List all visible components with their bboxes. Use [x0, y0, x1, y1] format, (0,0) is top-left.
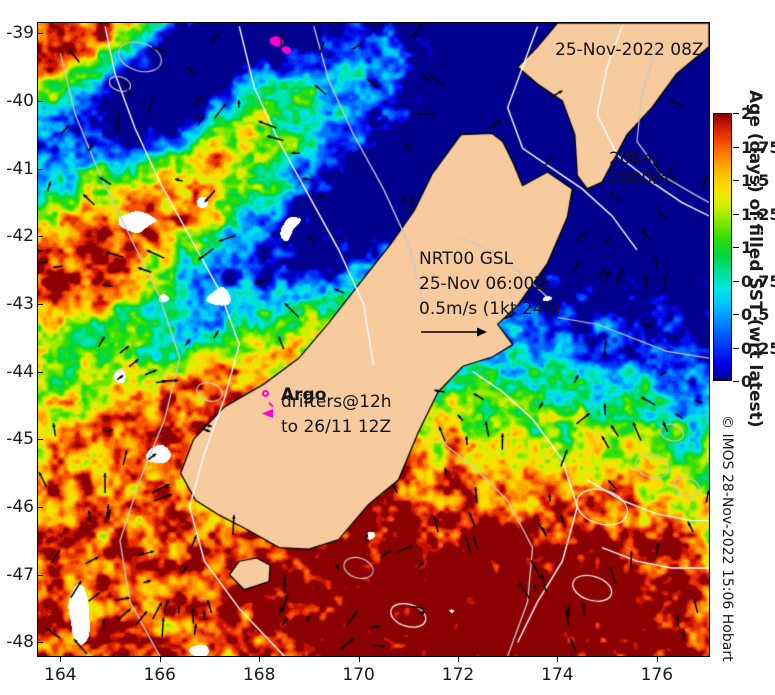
x-tick-label: 176	[640, 665, 674, 685]
contour-label-200m: 200m	[609, 149, 659, 169]
y-tick-mark	[37, 33, 43, 35]
colorbar-tick-label: 0.5	[741, 305, 770, 324]
x-tick-mark	[656, 656, 658, 662]
map-plot-area[interactable]	[37, 22, 710, 657]
x-tick-mark	[259, 656, 261, 662]
colorbar-tick-mark	[733, 146, 739, 148]
colorbar-tick-label: 0	[741, 372, 753, 391]
colorbar-tick-label: 2	[741, 104, 753, 123]
current-info-block: NRT00 GSL 25-Nov 06:00Z 0.5m/s (1kt 24h)	[419, 247, 561, 340]
colorbar-tick-label: 1	[741, 238, 753, 257]
y-tick-label: -42	[6, 226, 34, 247]
current-product-label: NRT00 GSL	[419, 249, 514, 269]
colorbar-tick-label: 0.25	[741, 338, 775, 358]
sst-age-raster	[38, 23, 709, 656]
x-tick-label: 164	[44, 665, 77, 685]
argo-marker-icon	[262, 390, 269, 397]
y-tick-label: -41	[6, 158, 34, 179]
colorbar-gradient	[713, 113, 732, 381]
current-time-label: 25-Nov 06:00Z	[419, 274, 546, 294]
y-tick-mark	[37, 371, 43, 373]
colorbar-tick-label: 1.25	[741, 204, 775, 224]
colorbar-tick-mark	[733, 381, 739, 382]
y-tick-mark	[37, 303, 43, 305]
drifter-period-label: to 26/11 12Z	[281, 417, 392, 437]
drifter-legend-block: drifters@12h to 26/11 12Z	[281, 390, 392, 440]
x-tick-mark	[159, 656, 161, 662]
colorbar-tick-mark	[733, 213, 739, 215]
x-tick-mark	[60, 656, 62, 662]
y-tick-mark	[37, 236, 43, 238]
colorbar-tick-label: 1.5	[741, 171, 770, 190]
colorbar-tick-mark	[733, 113, 739, 114]
x-tick-mark	[358, 656, 360, 662]
y-tick-label: -40	[6, 90, 34, 111]
x-tick-mark	[557, 656, 559, 662]
colorbar-tick-mark	[733, 314, 739, 315]
y-tick-mark	[37, 168, 43, 170]
x-tick-label: 168	[242, 665, 276, 685]
y-tick-label: -39	[6, 23, 34, 44]
x-tick-label: 174	[541, 665, 574, 685]
colorbar-tick-mark	[733, 347, 739, 349]
y-tick-mark	[37, 642, 43, 644]
contour-label-2000m: 2000m	[609, 169, 669, 189]
current-scale-arrow-icon	[421, 327, 487, 337]
colorbar-tick-mark	[733, 247, 739, 248]
y-tick-mark	[37, 439, 43, 441]
colorbar-tick-mark	[733, 280, 739, 282]
y-tick-label: -45	[6, 429, 34, 450]
x-tick-label: 172	[441, 665, 475, 685]
copyright-label: © IMOS 28-Nov-2022 15:06 Hobart	[719, 415, 735, 662]
y-tick-label: -47	[6, 564, 34, 585]
y-tick-label: -43	[6, 293, 34, 314]
colorbar-tick-mark	[733, 180, 739, 181]
y-tick-mark	[37, 507, 43, 509]
argo-legend-label: Argo	[281, 385, 327, 405]
y-tick-label: -46	[6, 497, 34, 518]
colorbar-tick-label: 1.75	[741, 137, 775, 157]
drifter-marker-icon	[262, 409, 273, 418]
colorbar-tick-label: 0.75	[741, 271, 775, 291]
y-tick-label: -48	[6, 632, 34, 653]
y-tick-label: -44	[6, 361, 34, 382]
x-tick-mark	[457, 656, 459, 662]
drifter-legend-label: drifters@12h	[281, 392, 392, 412]
x-tick-label: 170	[342, 665, 375, 685]
datestamp-label: 25-Nov-2022 08Z	[555, 40, 704, 60]
x-tick-label: 166	[143, 665, 176, 685]
y-tick-mark	[37, 574, 43, 576]
y-tick-mark	[37, 100, 43, 102]
colorbar-title: Age (days) of filled SST (wrt latest)	[745, 90, 765, 428]
current-scale-label: 0.5m/s (1kt 24h)	[419, 299, 561, 319]
